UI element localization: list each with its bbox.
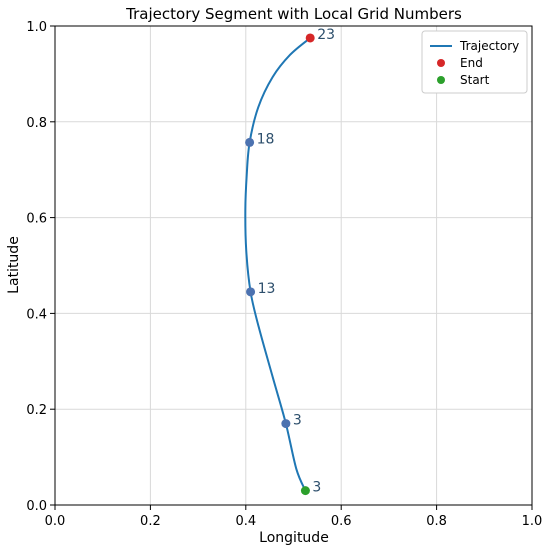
legend-label: Start (460, 73, 490, 87)
y-tick-label: 0.4 (26, 307, 47, 322)
legend: Trajectory End Start (421, 30, 528, 94)
point-label: 13 (258, 281, 276, 297)
legend-label: End (460, 56, 483, 70)
point-label: 18 (257, 131, 275, 147)
point-marker (300, 486, 310, 496)
y-tick-label: 0.8 (26, 116, 47, 131)
legend-label: Trajectory (459, 39, 519, 53)
x-tick-label: 0.0 (45, 514, 66, 529)
y-tick-label: 0.2 (26, 403, 47, 418)
axes: 0.0 0.2 0.4 0.6 0.8 1.0 0.0 0.2 0.4 0.6 0.8 1.0 (26, 20, 542, 529)
x-tick-label: 0.4 (235, 514, 256, 529)
point-marker (305, 33, 315, 43)
x-tick-label: 0.6 (331, 514, 352, 529)
point-marker (245, 137, 255, 147)
legend-swatch-dot (437, 59, 445, 67)
point-marker (281, 419, 291, 429)
chart-title: Trajectory Segment with Local Grid Numbe… (125, 5, 462, 23)
grid-lines (54, 25, 533, 506)
y-tick-label: 1.0 (26, 20, 47, 35)
point-label: 3 (312, 480, 321, 496)
y-tick-label: 0.0 (26, 499, 47, 514)
y-axis-title: Latitude (6, 236, 22, 294)
point-marker (246, 287, 256, 297)
x-tick-label: 1.0 (522, 514, 543, 529)
marker-layer: 3 13 18 3 23 (245, 27, 335, 496)
y-tick-label: 0.6 (26, 212, 47, 227)
point-label: 3 (293, 413, 302, 429)
x-axis-title: Longitude (259, 530, 329, 546)
legend-swatch-dot (437, 76, 445, 84)
x-tick-label: 0.2 (140, 514, 161, 529)
plot-frame (54, 25, 533, 506)
point-label: 23 (317, 27, 335, 43)
x-tick-label: 0.8 (426, 514, 447, 529)
